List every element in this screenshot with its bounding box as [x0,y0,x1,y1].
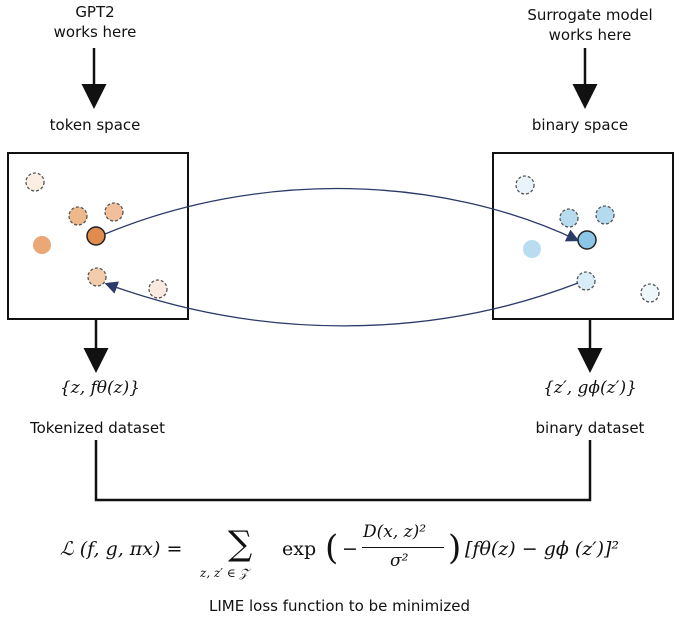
token-space-label: token space [49,116,141,134]
token-point [87,267,107,287]
binary-space-label: binary space [531,116,629,134]
binary-dataset-label: binary dataset [535,419,645,437]
token-point [104,202,124,222]
surrogate-label: Surrogate model works here [505,5,675,45]
token-space-box [7,152,189,320]
tokenized-dataset-label: Tokenized dataset [30,419,165,437]
gpt2-label-line2: works here [53,23,137,41]
token-point [25,172,45,192]
token-point [148,279,168,299]
formula-fraction-bar [362,547,444,548]
surrogate-label-line1: Surrogate model [527,6,653,24]
binary-space-box [492,152,674,320]
formula-sum-sign: ∑ [228,524,253,564]
binary-dataset-set: {z′, gϕ(z′)} [543,378,637,398]
gpt2-label-line1: GPT2 [75,3,115,21]
formula-left-paren: ( [325,528,339,568]
dataset-join-bracket [94,440,592,502]
token-point [68,206,88,226]
formula-denominator: σ² [390,551,409,571]
binary-point [640,283,660,303]
binary-point [523,240,541,258]
formula-lhs: ℒ (f, g, πx) = [60,538,183,560]
token-point-selected [86,226,106,246]
formula-minus: − [342,538,358,560]
mapping-arrow-forward [104,187,580,242]
token-point [33,236,51,254]
gpt2-label: GPT2 works here [40,2,150,42]
caption: LIME loss function to be minimized [209,597,470,615]
mapping-arrow-backward [104,281,579,327]
binary-point [515,175,535,195]
formula-exp: exp [282,538,317,560]
token-dataset-set: {z, fθ(z)} [59,378,141,398]
formula-numerator: D(x, z)² [363,522,427,542]
binary-point-selected [577,230,597,250]
lime-loss-formula: ℒ (f, g, πx) = ∑ z, z′ ∈ 𝒵 exp ( − D(x, … [60,520,620,590]
binary-point [576,271,596,291]
formula-right-paren: ) [448,528,462,568]
surrogate-label-line2: works here [548,26,632,44]
formula-bracket-term: [fθ(z) − gϕ (z′)]² [465,538,620,560]
binary-point [559,208,579,228]
formula-sum-subscript: z, z′ ∈ 𝒵 [200,566,249,580]
binary-point [595,205,615,225]
